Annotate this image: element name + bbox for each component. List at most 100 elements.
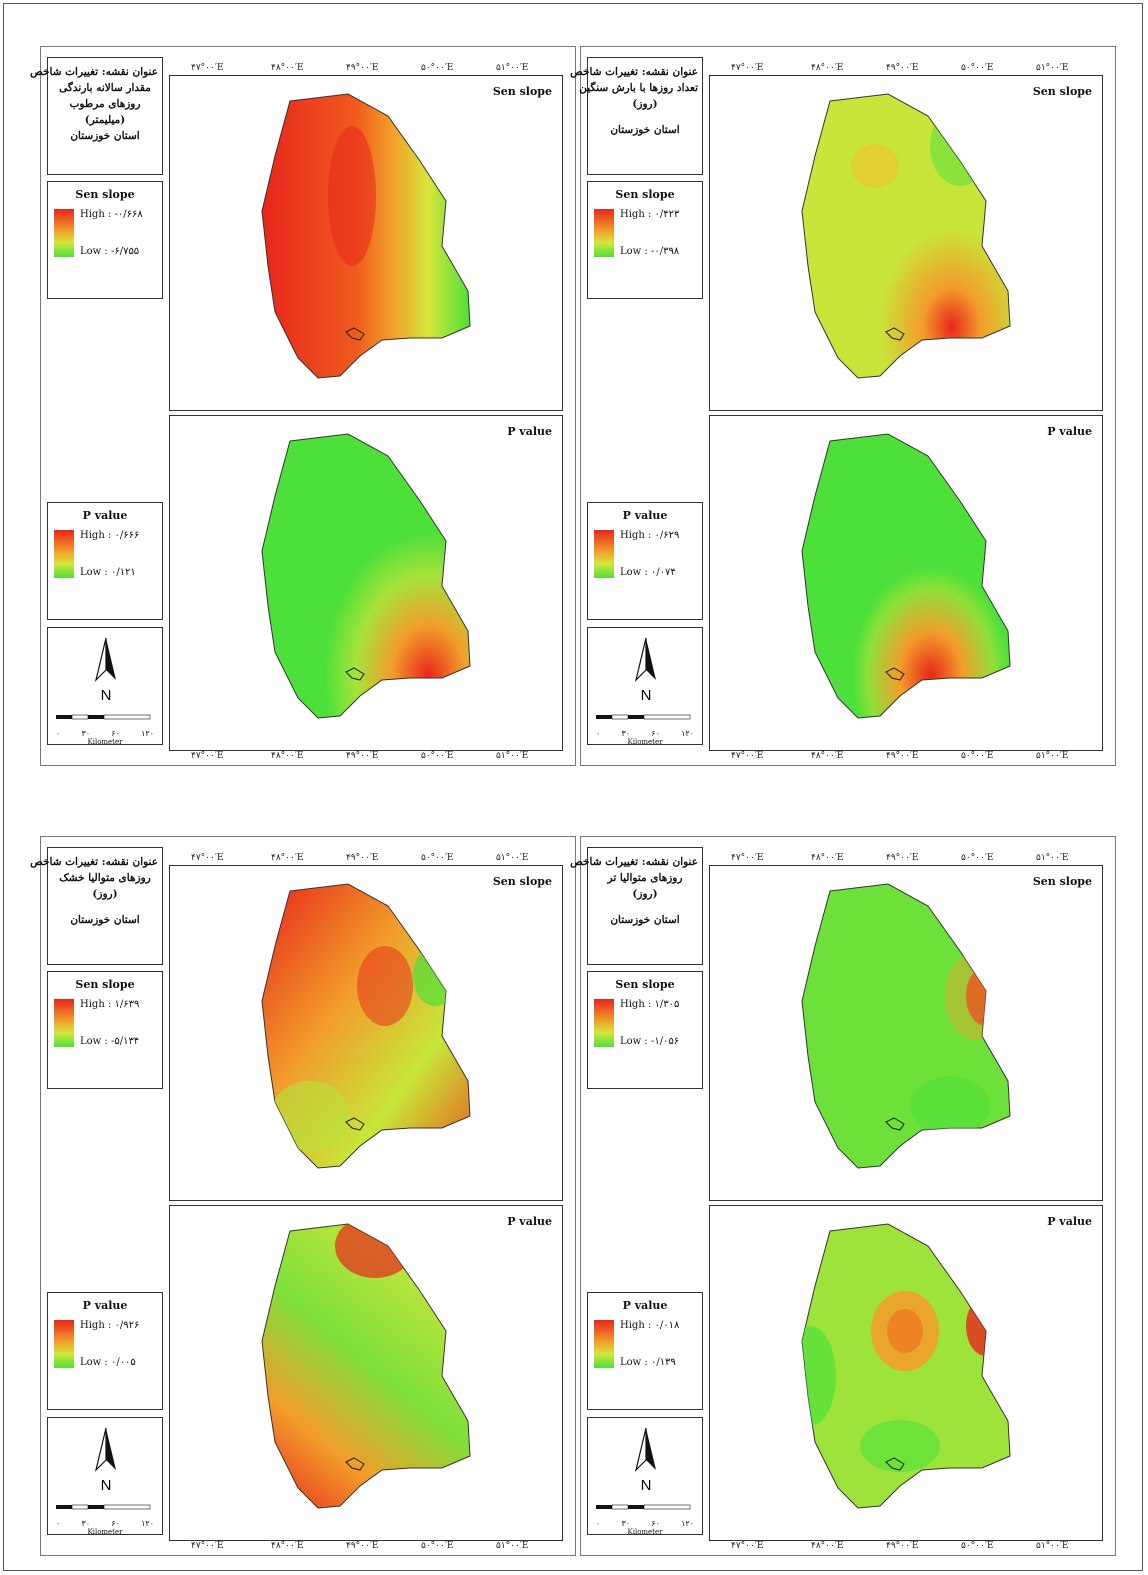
scale-value: ۱۲۰ xyxy=(141,1519,154,1528)
north-label: N xyxy=(641,687,652,704)
north-label: N xyxy=(641,1477,652,1494)
lon-tick: ۴۹°۰۰′E xyxy=(346,63,379,73)
legend-title: Sen slope xyxy=(75,978,135,991)
scale-value: ۱۲۰ xyxy=(681,729,694,738)
scale-value: ۳۰ xyxy=(81,1519,91,1528)
legend-low: Low : -۶/۷۵۵ xyxy=(80,246,140,257)
title-line: عنوان نقشه: تغییرات شاخص xyxy=(30,66,158,78)
scale-unit: Kilometer xyxy=(627,738,663,746)
lon-tick: ۴۷°۰۰′E xyxy=(731,853,764,863)
legend-high: High : ۱/۶۳۹ xyxy=(80,999,140,1010)
color-ramp xyxy=(594,209,614,257)
legend-title: Sen slope xyxy=(75,188,135,201)
lon-tick: ۴۷°۰۰′E xyxy=(731,1541,764,1551)
map-label: Sen slope xyxy=(1032,875,1092,888)
lon-tick: ۴۸°۰۰′E xyxy=(271,63,304,73)
lon-tick: ۵۱°۰۰′E xyxy=(496,853,529,863)
lon-tick: ۴۹°۰۰′E xyxy=(886,751,919,761)
scale-value: ۶۰ xyxy=(111,729,120,738)
north-arrow-box: N ۰ ۳۰ ۶۰ ۱۲۰ Kilometer xyxy=(587,1417,703,1536)
title-line: عنوان نقشه: تغییرات شاخص xyxy=(30,856,158,868)
lon-tick: ۴۹°۰۰′E xyxy=(886,853,919,863)
title-line: (میلیمتر) xyxy=(84,114,126,126)
lon-tick: ۵۱°۰۰′E xyxy=(496,63,529,73)
north-arrow-icon: N xyxy=(634,1427,656,1494)
scale-value: ۳۰ xyxy=(621,1519,631,1528)
north-arrow-icon: N xyxy=(94,637,116,704)
legend-title: P value xyxy=(82,1299,128,1312)
scale-value: ۰ xyxy=(56,1519,61,1528)
lon-tick: ۵۰°۰۰′E xyxy=(421,63,454,73)
lon-tick: ۴۸°۰۰′E xyxy=(271,751,304,761)
lon-tick: ۴۹°۰۰′E xyxy=(346,853,379,863)
scale-value: ۰ xyxy=(596,729,601,738)
legend-low: Low : -۱/۰۵۶ xyxy=(620,1036,680,1047)
sen-slope-map: Sen slope xyxy=(169,75,563,411)
lon-tick: ۵۰°۰۰′E xyxy=(961,751,994,761)
sen-slope-legend: Sen slope High : -۰/۶۶۸ Low : -۶/۷۵۵ xyxy=(47,181,163,299)
lon-tick: ۵۰°۰۰′E xyxy=(961,853,994,863)
map-label: P value xyxy=(1047,1215,1092,1228)
title-line: (روز) xyxy=(92,888,118,900)
title-line: تعداد روزها با بارش سنگین xyxy=(579,82,698,94)
p-value-map: P value xyxy=(169,1205,563,1541)
map-title-box: عنوان نقشه: تغییرات شاخص تعداد روزها با … xyxy=(570,57,703,175)
lon-tick: ۴۹°۰۰′E xyxy=(346,751,379,761)
north-arrow-icon: N xyxy=(634,637,656,704)
sen-slope-legend: Sen slope High : ۰/۴۲۳ Low : -۰/۳۹۸ xyxy=(587,181,703,299)
title-line: روزهای متوالیا خشک xyxy=(59,872,151,884)
north-arrow-box: N ۰ ۳۰ ۶۰ ۱۲۰ Kilometer xyxy=(587,627,703,746)
legend-low: Low : ۰/۰۷۴ xyxy=(620,567,676,578)
lon-tick: ۴۷°۰۰′E xyxy=(191,63,224,73)
scale-value: ۱۲۰ xyxy=(141,729,154,738)
north-arrow-box: N ۰ ۳۰ ۶۰ ۱۲۰ Kilometer xyxy=(47,627,163,746)
title-line: روزهای مرطوب xyxy=(69,98,141,110)
lon-tick: ۵۰°۰۰′E xyxy=(961,63,994,73)
color-ramp xyxy=(594,999,614,1047)
scale-unit: Kilometer xyxy=(87,1528,123,1536)
north-arrow-box: N ۰ ۳۰ ۶۰ ۱۲۰ Kilometer xyxy=(47,1417,163,1536)
p-value-legend: P value High : ۰/۹۲۶ Low : ۰/۰۰۵ xyxy=(47,1292,163,1410)
lon-tick: ۴۷°۰۰′E xyxy=(191,1541,224,1551)
scale-unit: Kilometer xyxy=(627,1528,663,1536)
color-ramp xyxy=(54,999,74,1047)
scale-value: ۶۰ xyxy=(651,1519,660,1528)
lon-tick: ۴۸°۰۰′E xyxy=(271,1541,304,1551)
map-figure-2: عنوان نقشه: تغییرات شاخص تعداد روزها با … xyxy=(570,46,1116,766)
legend-title: Sen slope xyxy=(615,978,675,991)
sen-slope-map: Sen slope xyxy=(709,75,1103,411)
scale-bar: ۰ ۳۰ ۶۰ ۱۲۰ Kilometer xyxy=(56,1500,154,1536)
legend-low: Low : -۵/۱۳۴ xyxy=(80,1036,140,1047)
title-line: استان خوزستان xyxy=(70,130,140,142)
map-label: P value xyxy=(1047,425,1092,438)
lon-tick: ۵۱°۰۰′E xyxy=(496,751,529,761)
sen-slope-map: Sen slope xyxy=(169,865,563,1201)
lon-tick: ۴۸°۰۰′E xyxy=(271,853,304,863)
scale-bar: ۰ ۳۰ ۶۰ ۱۲۰ Kilometer xyxy=(596,710,694,746)
title-line: (روز) xyxy=(632,888,658,900)
lon-tick: ۵۰°۰۰′E xyxy=(961,1541,994,1551)
p-value-map: P value xyxy=(709,415,1103,751)
lon-tick: ۴۹°۰۰′E xyxy=(346,1541,379,1551)
scale-bar: ۰ ۳۰ ۶۰ ۱۲۰ Kilometer xyxy=(56,710,154,746)
lon-tick: ۵۰°۰۰′E xyxy=(421,1541,454,1551)
map-label: Sen slope xyxy=(492,875,552,888)
p-value-legend: P value High : ۰/۶۶۶ Low : ۰/۱۲۱ xyxy=(47,502,163,620)
lon-tick: ۴۸°۰۰′E xyxy=(811,1541,844,1551)
scale-value: ۰ xyxy=(596,1519,601,1528)
title-line: روزهای متوالیا تر xyxy=(607,872,683,884)
map-label: P value xyxy=(507,1215,552,1228)
lon-tick: ۵۱°۰۰′E xyxy=(1036,63,1069,73)
scale-value: ۳۰ xyxy=(621,729,631,738)
legend-low: Low : -۰/۳۹۸ xyxy=(620,246,680,257)
lon-tick: ۴۸°۰۰′E xyxy=(811,751,844,761)
lon-tick: ۵۱°۰۰′E xyxy=(496,1541,529,1551)
map-label: P value xyxy=(507,425,552,438)
map-label: Sen slope xyxy=(1032,85,1092,98)
map-title-box: عنوان نقشه: تغییرات شاخص روزهای متوالیا … xyxy=(570,847,703,965)
lon-tick: ۵۱°۰۰′E xyxy=(1036,1541,1069,1551)
lon-tick: ۴۷°۰۰′E xyxy=(191,853,224,863)
scale-value: ۶۰ xyxy=(651,729,660,738)
north-label: N xyxy=(101,1477,112,1494)
legend-title: P value xyxy=(622,1299,668,1312)
